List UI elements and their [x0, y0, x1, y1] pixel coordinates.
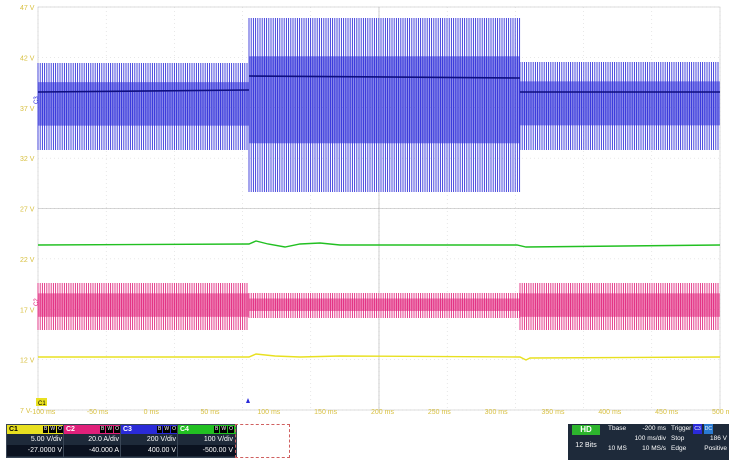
waveform-c2-post-core — [520, 293, 720, 317]
time-per-div: 100 ms/div — [634, 435, 666, 442]
channel-box-c3[interactable]: C3 B W O 200 V/div 400.00 V — [120, 424, 180, 458]
weight-flag: W — [220, 426, 228, 433]
channel-scale: 5.00 V/div — [30, 436, 62, 443]
channel-header-c2: C2 B W O — [64, 425, 122, 434]
timebase-label: Tbase — [608, 425, 627, 432]
time-axis-label: 0 ms — [144, 409, 160, 416]
c3-baseline-tag: C3 — [34, 96, 40, 104]
time-axis-label: 100 ms — [257, 409, 280, 416]
weight-flag: W — [106, 426, 114, 433]
grid-border — [37, 6, 721, 411]
y-axis-label: 42 V — [20, 55, 35, 62]
time-axis-label: 50 ms — [201, 409, 221, 416]
y-axis-labels: 47 V 42 V 37 V 32 V 27 V 22 V 17 V 12 V 7 V — [20, 5, 35, 415]
waveform-c3-event-core — [249, 56, 520, 144]
bandwidth-flag: B — [157, 426, 163, 433]
channel-offset: 400.00 V — [121, 445, 179, 456]
offset-flag: O — [171, 426, 177, 433]
trigger-coupling-badge: DC — [703, 424, 713, 434]
channel-box-c4[interactable]: C4 B W O 100 V/div -500.00 V — [177, 424, 237, 458]
bandwidth-flag: B — [214, 426, 220, 433]
channel-box-c1[interactable]: C1 B W O 5.00 V/div -27.0000 V — [6, 424, 66, 458]
channel-name: C1 — [9, 426, 18, 433]
time-axis-label: 400 ms — [598, 409, 621, 416]
bandwidth-flag: B — [43, 426, 49, 433]
trigger-section[interactable]: Trigger C3 DC Stop 186 V Edge Positive — [669, 424, 729, 460]
time-axis-labels: -100 ms -50 ms 0 ms 50 ms 100 ms 150 ms 200 ms… — [30, 409, 729, 416]
time-axis-label: 250 ms — [428, 409, 451, 416]
waveform-c2-event-core — [249, 298, 520, 311]
bandwidth-flag: B — [100, 426, 106, 433]
time-axis-label: 450 ms — [655, 409, 678, 416]
channel-name: C4 — [180, 426, 189, 433]
trigger-source-badge: C3 — [693, 424, 702, 434]
channel-name: C2 — [66, 426, 75, 433]
offset-flag: O — [114, 426, 120, 433]
time-axis-label: 500 ms — [712, 409, 729, 416]
waveform-c1 — [38, 353, 721, 361]
offset-flag: O — [57, 426, 63, 433]
hd-badge: HD — [572, 425, 600, 435]
channel-offset: -500.00 V — [178, 445, 236, 456]
waveform-c4 — [37, 240, 721, 248]
hd-mode-cell: HD 12 Bits — [568, 424, 604, 460]
time-axis-label: 150 ms — [314, 409, 337, 416]
y-axis-label: 37 V — [20, 106, 35, 113]
waveform-c3-mean — [37, 75, 720, 93]
trigger-slope: Positive — [704, 445, 727, 452]
y-axis-label: 7 V — [20, 408, 31, 415]
y-axis-label: 47 V — [20, 5, 35, 12]
c2-baseline-tag: C2 — [34, 298, 40, 306]
y-axis-label: 27 V — [20, 207, 35, 214]
scope-display: 47 V 42 V 37 V 32 V 27 V 22 V 17 V 12 V 7 V -100… — [20, 5, 729, 416]
channel-offset: -40.000 A — [64, 445, 122, 456]
trigger-level: 186 V — [710, 435, 727, 442]
time-axis-label: 200 ms — [371, 409, 394, 416]
channel-header-c1: C1 B W O — [7, 425, 65, 434]
time-axis-label: 350 ms — [542, 409, 565, 416]
timebase-offset: -200 ms — [642, 425, 666, 432]
channel-name: C3 — [123, 426, 132, 433]
weight-flag: W — [49, 426, 57, 433]
empty-channel-slot[interactable] — [235, 424, 290, 458]
sample-rate: 10 MS/s — [642, 445, 666, 452]
y-axis-label: 12 V — [20, 358, 35, 365]
channel-header-c4: C4 B W O — [178, 425, 236, 434]
channel-box-c2[interactable]: C2 B W O 20.0 A/div -40.000 A — [63, 424, 123, 458]
y-axis-label: 32 V — [20, 156, 35, 163]
trigger-label: Trigger — [671, 425, 692, 432]
acquisition-panel[interactable]: HD 12 Bits Tbase -200 ms 100 ms/div 10 M… — [568, 424, 729, 460]
ground-marker-box — [36, 398, 47, 406]
time-axis-label: 300 ms — [485, 409, 508, 416]
channel-scale: 20.0 A/div — [88, 436, 119, 443]
waveform-c3-post-core — [520, 81, 720, 126]
weight-flag: W — [163, 426, 171, 433]
memory-depth: 10 MS — [608, 445, 627, 452]
resolution-bits: 12 Bits — [575, 442, 597, 449]
waveform-c3-pre-core — [38, 82, 249, 126]
y-axis-label: 17 V — [20, 307, 35, 314]
channel-scale: 200 V/div — [146, 436, 176, 443]
y-axis-label: 22 V — [20, 257, 35, 264]
waveforms — [37, 18, 721, 361]
time-axis-label: -50 ms — [87, 409, 109, 416]
trigger-mode: Stop — [671, 435, 685, 442]
channel-scale: 100 V/div — [203, 436, 233, 443]
channel-header-c3: C3 B W O — [121, 425, 179, 434]
time-axis-label: -100 ms — [30, 409, 56, 416]
ground-marker[interactable]: C1 — [36, 398, 47, 407]
offset-flag: O — [228, 426, 234, 433]
channel-offset: -27.0000 V — [7, 445, 65, 456]
trigger-type: Edge — [671, 445, 687, 452]
trigger-position-icon[interactable] — [246, 398, 250, 403]
ground-marker-label: C1 — [38, 401, 46, 407]
timebase-section[interactable]: Tbase -200 ms 100 ms/div 10 MS 10 MS/s — [606, 424, 668, 460]
waveform-c2-pre-core — [38, 293, 249, 317]
